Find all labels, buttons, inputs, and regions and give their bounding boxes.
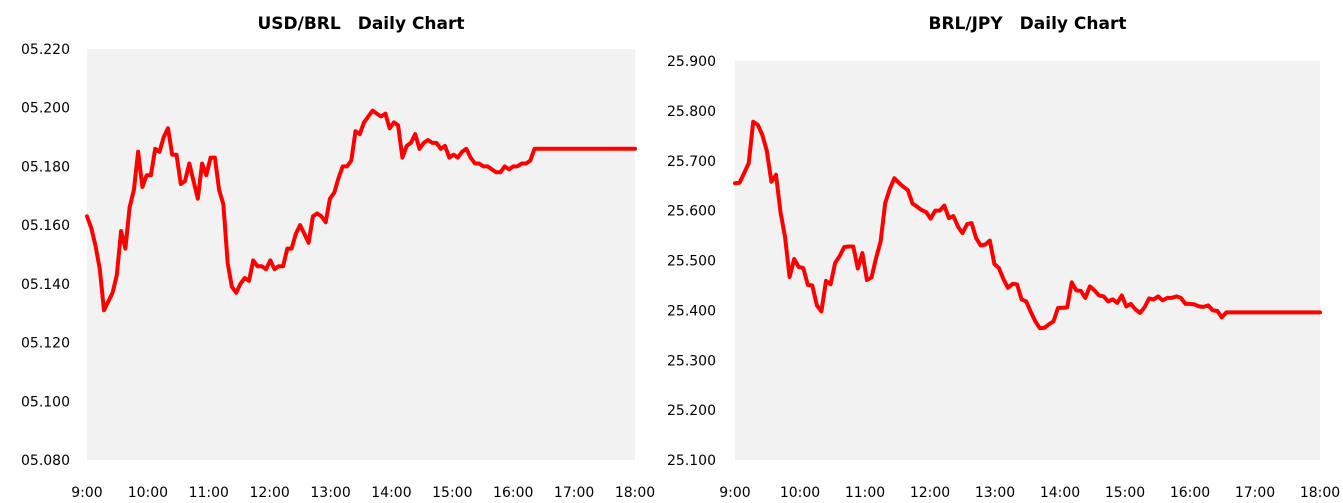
brl-jpy-y-tick-label: 25.500 (667, 254, 716, 270)
brl-jpy-y-tick-label: 25.600 (667, 204, 716, 220)
usd-brl-y-tick-label: 05.100 (21, 394, 70, 410)
brl-jpy-y-tick-label: 25.200 (667, 403, 716, 419)
usd-brl-x-tick-label: 17:00 (554, 485, 594, 501)
brl-jpy-x-tick-label: 16:00 (1170, 485, 1210, 501)
brl-jpy-y-tick-label: 25.400 (667, 303, 716, 319)
usd-brl-x-tick-label: 15:00 (432, 485, 472, 501)
usd-brl-y-tick-label: 05.120 (21, 336, 70, 352)
usd-brl-x-tick-label: 16:00 (493, 485, 533, 501)
usd-brl-y-tick-label: 05.220 (21, 42, 70, 58)
brl-jpy-x-tick-label: 18:00 (1300, 485, 1340, 501)
brl-jpy-chart-svg: BRL/JPY Daily Chart 25.900 25.800 25.700 25.… (667, 14, 1340, 501)
usd-brl-y-tick-label: 05.140 (21, 277, 70, 293)
brl-jpy-x-tick-label: 10:00 (780, 485, 820, 501)
brl-jpy-x-tick-label: 11:00 (845, 485, 885, 501)
usd-brl-x-tick-label: 12:00 (249, 485, 289, 501)
usd-brl-x-tick-label: 9:00 (71, 485, 102, 501)
brl-jpy-x-tick-label: 17:00 (1235, 485, 1275, 501)
brl-jpy-y-tick-label: 25.700 (667, 154, 716, 170)
usd-brl-y-tick-label: 05.160 (21, 218, 70, 234)
brl-jpy-x-tick-label: 9:00 (719, 485, 750, 501)
usd-brl-x-tick-label: 11:00 (189, 485, 229, 501)
usd-brl-chart-title: USD/BRL Daily Chart (257, 14, 464, 34)
usd-brl-series-line (85, 108, 637, 313)
brl-jpy-series-line (733, 119, 1322, 331)
brl-jpy-chart-title: BRL/JPY Daily Chart (929, 14, 1127, 34)
usd-brl-plot-area (87, 49, 635, 460)
brl-jpy-x-tick-label: 13:00 (975, 485, 1015, 501)
brl-jpy-chart: BRL/JPY Daily Chart 25.900 25.800 25.700 25.… (662, 0, 1343, 503)
usd-brl-y-tick-label: 05.080 (21, 453, 70, 469)
brl-jpy-y-tick-label: 25.100 (667, 453, 716, 469)
usd-brl-y-tick-label: 05.180 (21, 159, 70, 175)
usd-brl-chart-svg: USD/BRL Daily Chart 05.220 05.200 05.180 05.… (21, 14, 655, 501)
usd-brl-x-tick-label: 13:00 (310, 485, 350, 501)
usd-brl-x-tick-label: 18:00 (615, 485, 655, 501)
usd-brl-x-tick-label: 14:00 (371, 485, 411, 501)
brl-jpy-y-tick-label: 25.800 (667, 104, 716, 120)
brl-jpy-x-tick-label: 15:00 (1105, 485, 1145, 501)
brl-jpy-x-tick-label: 14:00 (1040, 485, 1080, 501)
brl-jpy-y-tick-label: 25.900 (667, 54, 716, 70)
brl-jpy-y-tick-label: 25.300 (667, 353, 716, 369)
brl-jpy-x-tick-label: 12:00 (910, 485, 950, 501)
usd-brl-y-tick-label: 05.200 (21, 101, 70, 117)
brl-jpy-plot-area (735, 61, 1320, 460)
usd-brl-chart: USD/BRL Daily Chart 05.220 05.200 05.180 05.… (0, 0, 662, 503)
usd-brl-x-tick-label: 10:00 (128, 485, 168, 501)
